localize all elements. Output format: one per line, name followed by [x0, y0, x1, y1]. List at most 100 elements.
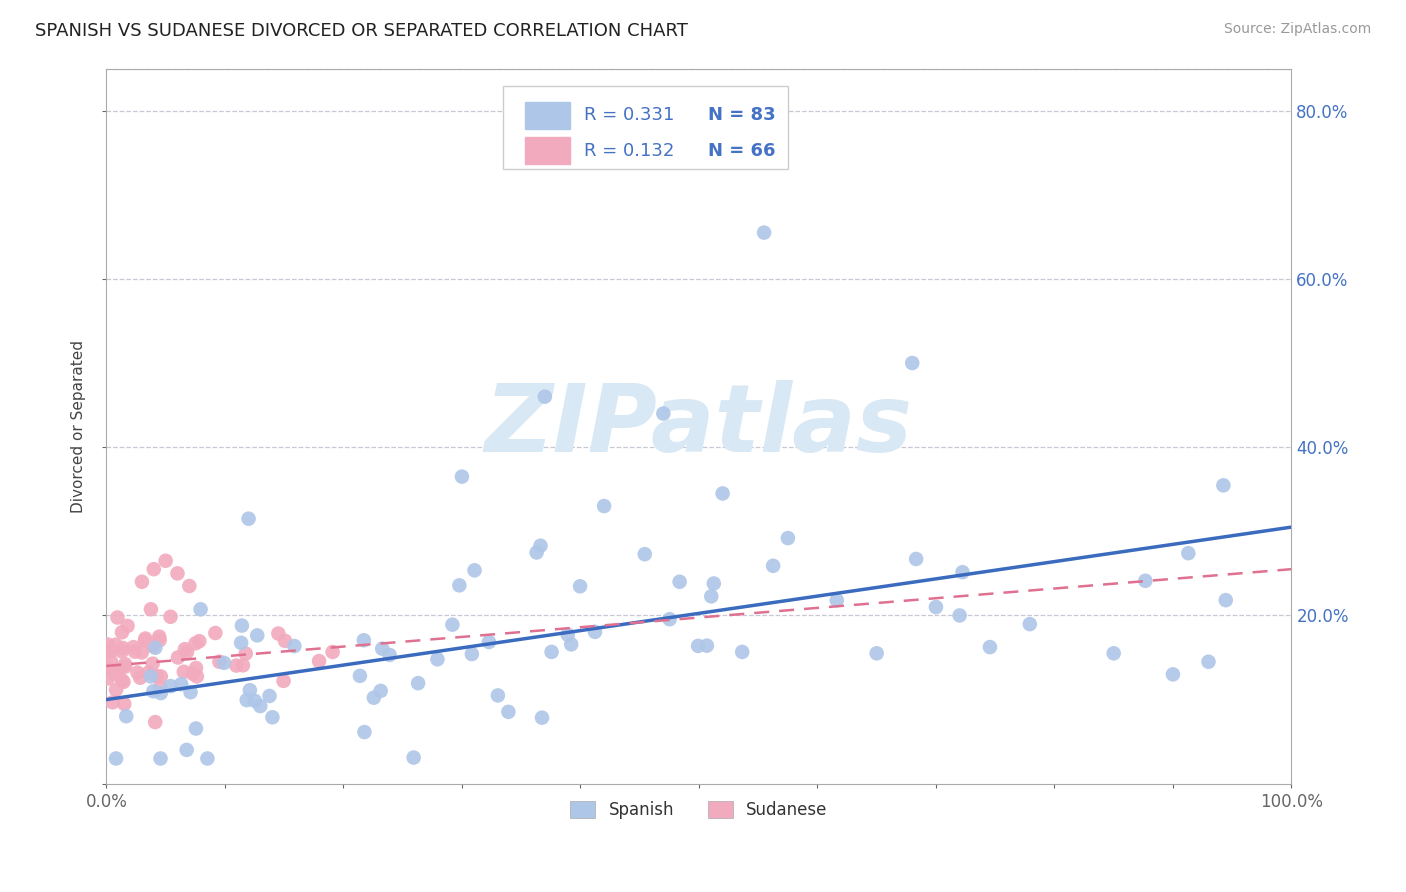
Point: [173, 665, 195, 679]
Point: [283, 639, 305, 653]
Point: [979, 640, 1001, 654]
Text: N = 83: N = 83: [709, 106, 776, 124]
Point: [115, 709, 138, 723]
Point: [901, 356, 924, 370]
Point: [259, 689, 281, 703]
FancyBboxPatch shape: [503, 87, 787, 169]
Point: [426, 652, 449, 666]
Point: [1135, 574, 1157, 588]
Point: [371, 641, 394, 656]
Point: [530, 711, 553, 725]
Point: [142, 657, 165, 671]
Point: [776, 531, 799, 545]
Legend: Spanish, Sudanese: Spanish, Sudanese: [564, 794, 834, 825]
Point: [134, 632, 156, 646]
Point: [464, 563, 486, 577]
Point: [97, 643, 120, 657]
Point: [139, 669, 162, 683]
Y-axis label: Divorced or Separated: Divorced or Separated: [72, 340, 86, 513]
Point: [1018, 617, 1040, 632]
Text: R = 0.331: R = 0.331: [583, 106, 675, 124]
Point: [322, 645, 344, 659]
Point: [204, 626, 226, 640]
Point: [486, 689, 509, 703]
Point: [184, 636, 207, 650]
Point: [134, 633, 156, 648]
Text: Source: ZipAtlas.com: Source: ZipAtlas.com: [1223, 22, 1371, 37]
Point: [1212, 478, 1234, 492]
Point: [170, 677, 193, 691]
Point: [122, 640, 145, 654]
Point: [825, 593, 848, 607]
Point: [131, 574, 153, 589]
Point: [212, 656, 235, 670]
Point: [117, 619, 139, 633]
Point: [139, 602, 162, 616]
Point: [273, 673, 295, 688]
Point: [97, 660, 120, 674]
Point: [131, 646, 153, 660]
Point: [188, 634, 211, 648]
Point: [111, 673, 134, 688]
Point: [308, 654, 330, 668]
Point: [569, 579, 592, 593]
Point: [274, 633, 297, 648]
Point: [179, 579, 201, 593]
Point: [124, 645, 146, 659]
Point: [249, 699, 271, 714]
FancyBboxPatch shape: [524, 102, 569, 128]
Point: [149, 681, 172, 695]
Text: N = 66: N = 66: [709, 142, 776, 160]
Point: [540, 645, 562, 659]
Point: [138, 665, 160, 680]
Point: [105, 682, 128, 697]
Point: [111, 625, 134, 640]
Point: [104, 638, 127, 652]
Point: [107, 663, 129, 677]
Point: [190, 602, 212, 616]
Point: [155, 554, 177, 568]
Point: [731, 645, 754, 659]
Point: [378, 648, 401, 662]
Point: [148, 630, 170, 644]
Point: [100, 655, 122, 669]
Point: [349, 669, 371, 683]
Point: [652, 407, 675, 421]
Point: [107, 610, 129, 624]
Point: [526, 545, 548, 559]
Point: [262, 710, 284, 724]
Point: [180, 685, 202, 699]
Point: [159, 679, 181, 693]
Point: [478, 635, 501, 649]
Point: [111, 644, 134, 658]
Point: [100, 645, 122, 659]
Point: [866, 646, 889, 660]
Point: [762, 558, 785, 573]
Point: [498, 705, 520, 719]
Point: [238, 511, 260, 525]
Point: [700, 590, 723, 604]
Point: [1102, 646, 1125, 660]
Point: [534, 390, 557, 404]
Point: [100, 665, 122, 679]
Point: [232, 658, 254, 673]
Point: [112, 697, 135, 711]
Point: [149, 669, 172, 683]
Point: [229, 636, 252, 650]
Point: [97, 642, 120, 657]
Point: [583, 624, 606, 639]
Point: [925, 600, 948, 615]
Point: [176, 743, 198, 757]
Text: SPANISH VS SUDANESE DIVORCED OR SEPARATED CORRELATION CHART: SPANISH VS SUDANESE DIVORCED OR SEPARATE…: [35, 22, 688, 40]
Point: [752, 226, 775, 240]
Point: [370, 684, 392, 698]
Point: [1198, 655, 1220, 669]
FancyBboxPatch shape: [524, 137, 569, 164]
Point: [688, 639, 710, 653]
Point: [905, 552, 928, 566]
Point: [451, 469, 474, 483]
Point: [1161, 667, 1184, 681]
Point: [668, 574, 690, 589]
Point: [243, 694, 266, 708]
Point: [208, 655, 231, 669]
